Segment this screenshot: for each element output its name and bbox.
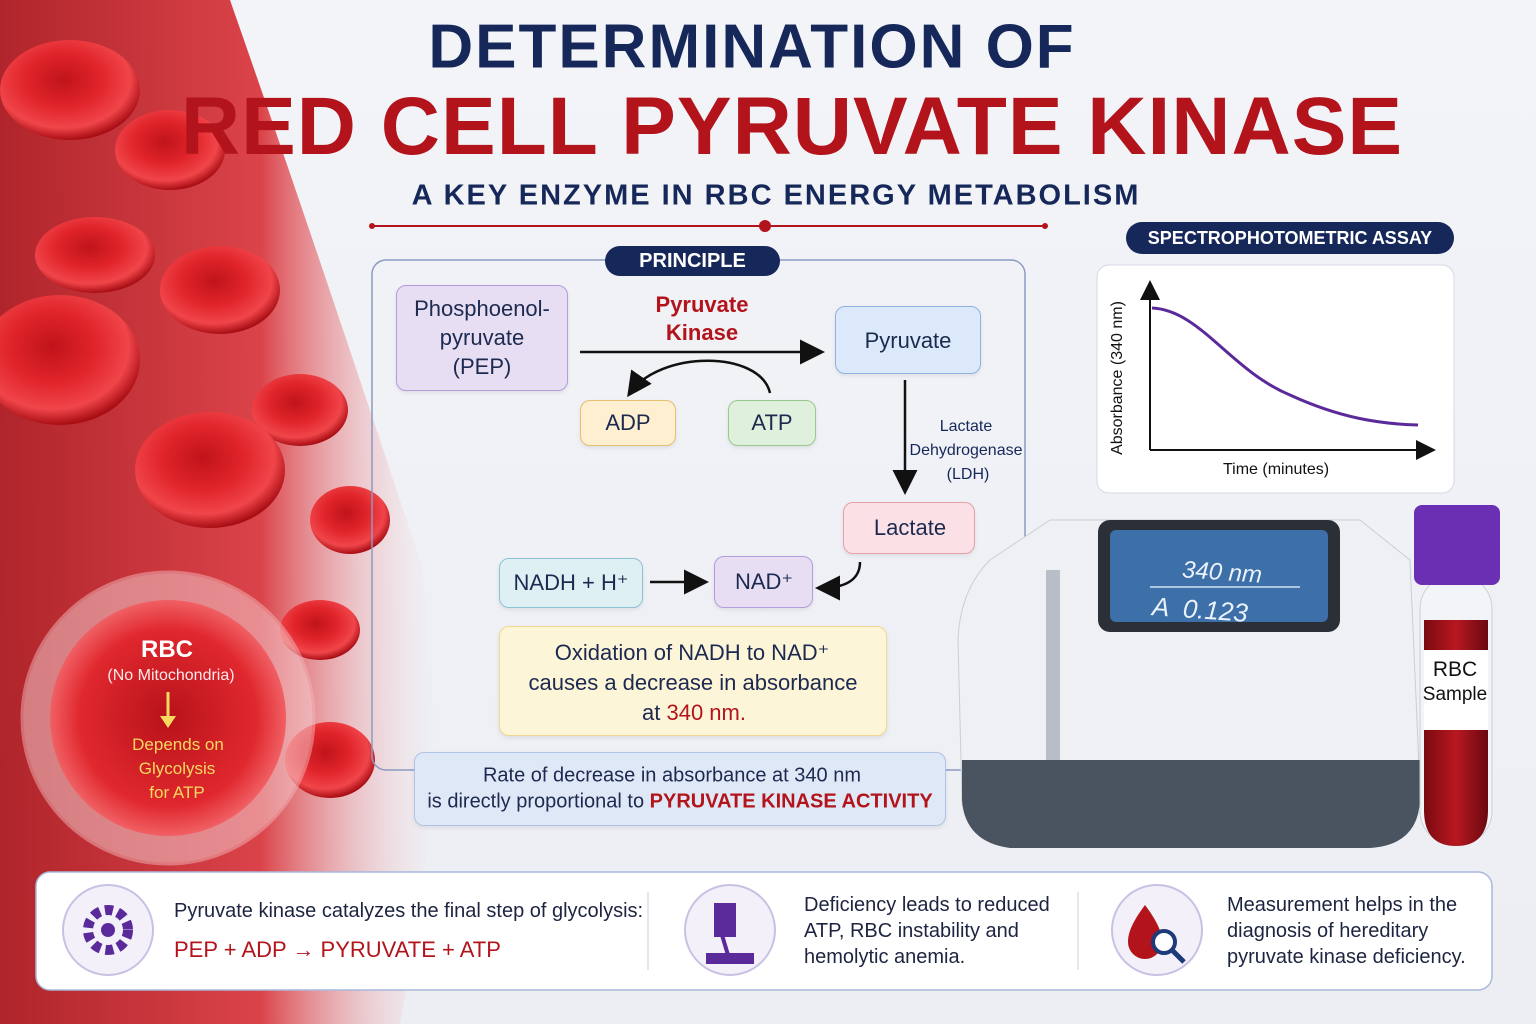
node-label: (PEP) [452, 354, 512, 379]
node-label: NAD⁺ [734, 569, 794, 594]
note-line: Oxidation of NADH to NAD⁺ [554, 640, 830, 665]
principle-label: PRINCIPLE [605, 246, 780, 276]
atp-node [728, 400, 816, 446]
tube-label: RBC [1432, 658, 1478, 681]
spectrophotometer [957, 519, 1421, 848]
axis-label: Time (minutes) [1222, 461, 1330, 478]
axis-label: Absorbance (340 nm) [1109, 301, 1126, 455]
node-label: ATP [751, 410, 793, 435]
ldh-label: Lactate [939, 418, 993, 435]
node-label: pyruvate [439, 325, 525, 350]
nad-node [714, 556, 813, 608]
note-highlight: PYRUVATE KINASE ACTIVITY [649, 790, 933, 813]
rbc-dependency: Glycolysis [138, 759, 216, 778]
oxidation-note [499, 626, 887, 736]
note-line: Rate of decrease in absorbance at 340 nm [482, 764, 862, 787]
rbc-dependency: for ATP [149, 783, 205, 802]
ldh-label: (LDH) [946, 466, 990, 483]
footer-text: diagnosis of hereditary [1227, 920, 1429, 942]
node-label: Lactate [873, 515, 947, 540]
enzyme-label: Kinase [665, 320, 739, 345]
adp-node [580, 400, 676, 446]
title-line: DETERMINATION OF [428, 12, 1076, 82]
nadh-node [499, 558, 643, 608]
footer-text: hemolytic anemia. [804, 946, 966, 968]
enzyme-label: Pyruvate [655, 292, 749, 317]
footer-text: ATP, RBC instability and [804, 920, 1019, 942]
title-line: RED CELL PYRUVATE KINASE [180, 81, 1404, 172]
rate-note [414, 752, 946, 826]
footer-equation: PEP + ADP → PYRUVATE + ATP [174, 937, 501, 962]
rbc-title: RBC [141, 636, 193, 663]
note-text: at [642, 700, 667, 725]
node-label: Phosphoenol- [414, 296, 550, 321]
node-label: NADH + H⁺ [513, 570, 629, 595]
assay-label: SPECTROPHOTOMETRIC ASSAY [1126, 222, 1454, 254]
pep-node [396, 285, 568, 391]
note-highlight: 340 nm. [666, 700, 746, 725]
node-label: Pyruvate [864, 328, 952, 353]
ldh-label: Dehydrogenase [909, 442, 1023, 459]
sample-tube [1414, 505, 1500, 846]
screen-text: A 0.123 [1151, 591, 1249, 628]
footer-text: Pyruvate kinase catalyzes the final step… [174, 900, 644, 922]
subtitle: A KEY ENZYME IN RBC ENERGY METABOLISM [411, 179, 1141, 212]
note-line: at 340 nm. [642, 700, 746, 726]
node-label: ADP [605, 410, 651, 435]
red-cells [0, 40, 390, 798]
tube-label: Sample [1422, 684, 1488, 705]
footer-text: pyruvate kinase deficiency. [1227, 946, 1466, 968]
pyruvate-node [835, 306, 981, 374]
screen-text: 340 nm [1181, 556, 1263, 589]
lactate-node [843, 502, 975, 554]
footer-text: Deficiency leads to reduced [804, 894, 1050, 916]
footer-text: Measurement helps in the [1227, 894, 1458, 916]
rbc-dependency: Depends on [132, 735, 224, 754]
rbc-note: (No Mitochondria) [107, 667, 235, 684]
note-line: is directly proportional to PYRUVATE KIN… [427, 791, 932, 814]
note-line: causes a decrease in absorbance [528, 670, 858, 695]
note-text: is directly proportional to [427, 790, 650, 813]
